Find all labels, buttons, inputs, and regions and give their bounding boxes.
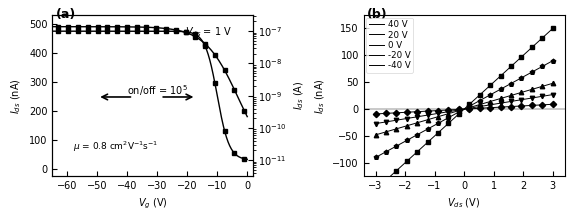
20 V bbox=[481, 97, 488, 100]
-20 V bbox=[477, 105, 484, 108]
-20 V bbox=[481, 104, 488, 107]
-40 V bbox=[372, 113, 379, 115]
40 V bbox=[533, 42, 540, 45]
20 V bbox=[372, 156, 379, 158]
Y-axis label: $I_{ds}$ (nA): $I_{ds}$ (nA) bbox=[10, 78, 23, 114]
0 V bbox=[549, 82, 556, 84]
0 V bbox=[372, 134, 379, 136]
Text: $V_{ds}$ = 1 V: $V_{ds}$ = 1 V bbox=[184, 25, 232, 39]
-40 V bbox=[549, 103, 556, 106]
-20 V bbox=[372, 122, 379, 125]
Y-axis label: $I_{ds}$ (A): $I_{ds}$ (A) bbox=[292, 81, 306, 111]
-40 V bbox=[477, 107, 484, 109]
-20 V bbox=[477, 105, 484, 108]
-20 V bbox=[549, 93, 556, 96]
20 V bbox=[533, 69, 540, 71]
20 V bbox=[521, 75, 528, 77]
Legend: 40 V, 20 V, 0 V, -20 V, -40 V: 40 V, 20 V, 0 V, -20 V, -40 V bbox=[366, 18, 413, 73]
-40 V bbox=[533, 104, 540, 106]
40 V bbox=[481, 90, 488, 92]
Text: on/off = $10^5$: on/off = $10^5$ bbox=[127, 83, 188, 98]
Text: $\mu$ = 0.8 cm$^{2}$V$^{-1}$s$^{-1}$: $\mu$ = 0.8 cm$^{2}$V$^{-1}$s$^{-1}$ bbox=[73, 139, 158, 154]
0 V bbox=[533, 87, 540, 89]
Line: 20 V: 20 V bbox=[375, 61, 553, 157]
40 V bbox=[477, 92, 484, 95]
0 V bbox=[521, 90, 528, 93]
0 V bbox=[372, 134, 379, 136]
-20 V bbox=[521, 98, 528, 100]
-20 V bbox=[533, 96, 540, 99]
-40 V bbox=[481, 107, 488, 109]
20 V bbox=[477, 99, 484, 101]
-40 V bbox=[521, 104, 528, 107]
0 V bbox=[477, 103, 484, 106]
Y-axis label: $I_{ds}$ (nA): $I_{ds}$ (nA) bbox=[313, 78, 327, 114]
20 V bbox=[372, 156, 379, 159]
20 V bbox=[477, 99, 484, 101]
40 V bbox=[372, 188, 379, 190]
Line: 40 V: 40 V bbox=[375, 28, 553, 190]
Line: -20 V: -20 V bbox=[375, 95, 553, 124]
-40 V bbox=[372, 113, 379, 115]
-40 V bbox=[477, 107, 484, 109]
0 V bbox=[481, 102, 488, 105]
40 V bbox=[372, 188, 379, 191]
40 V bbox=[477, 93, 484, 96]
20 V bbox=[549, 59, 556, 62]
Line: 0 V: 0 V bbox=[375, 83, 553, 135]
X-axis label: $V_{g}$ (V): $V_{g}$ (V) bbox=[138, 197, 168, 211]
Text: (a): (a) bbox=[55, 8, 76, 21]
X-axis label: $V_{ds}$ (V): $V_{ds}$ (V) bbox=[448, 197, 481, 210]
0 V bbox=[477, 103, 484, 106]
Text: (b): (b) bbox=[367, 9, 387, 22]
40 V bbox=[549, 27, 556, 30]
-20 V bbox=[372, 122, 379, 125]
Line: -40 V: -40 V bbox=[375, 104, 553, 114]
40 V bbox=[521, 52, 528, 55]
